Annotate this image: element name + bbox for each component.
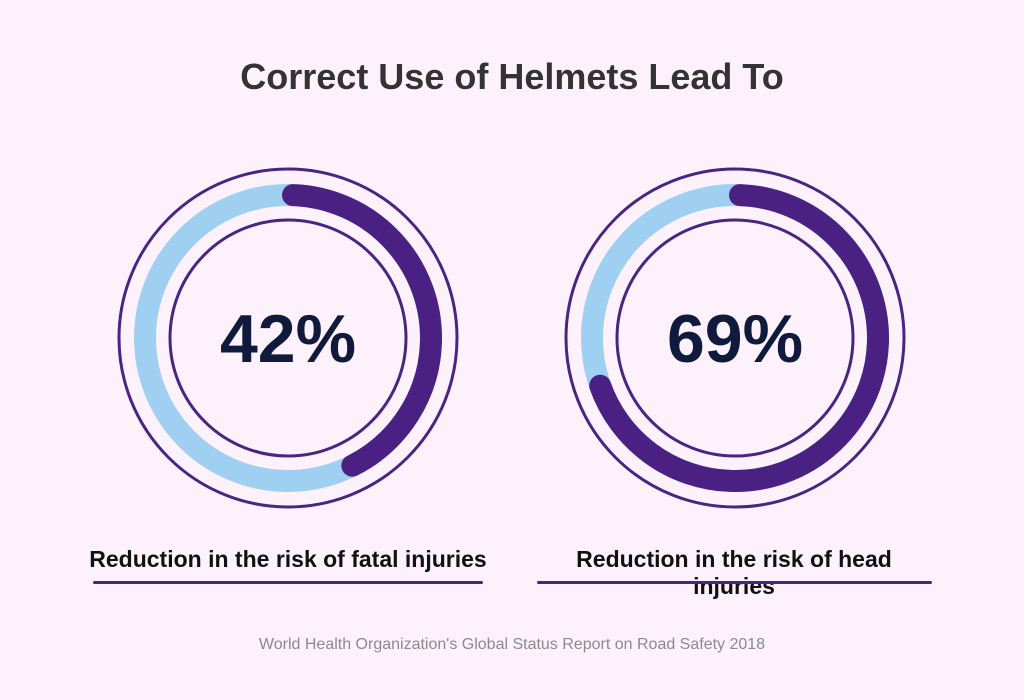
outer-ring	[564, 167, 906, 509]
chart-title: Correct Use of Helmets Lead To	[240, 56, 784, 97]
progress-arc	[581, 183, 889, 492]
value-label: 42%	[220, 301, 356, 377]
outer-ring	[117, 167, 459, 509]
inner-ring	[168, 218, 408, 458]
label-underline	[537, 581, 932, 584]
progress-arc	[133, 183, 442, 492]
value-label: 69%	[667, 301, 803, 377]
label-fatal-injuries: Reduction in the risk of fatal injuries	[89, 546, 487, 572]
inner-ring	[615, 218, 855, 458]
donut-fatal-injuries: 42%	[117, 167, 459, 509]
label-head-injuries: Reduction in the risk of head injuries	[576, 546, 892, 599]
donut-head-injuries: 69%	[564, 167, 906, 509]
source-footer: World Health Organization's Global Statu…	[258, 636, 766, 653]
label-underline	[93, 581, 483, 584]
